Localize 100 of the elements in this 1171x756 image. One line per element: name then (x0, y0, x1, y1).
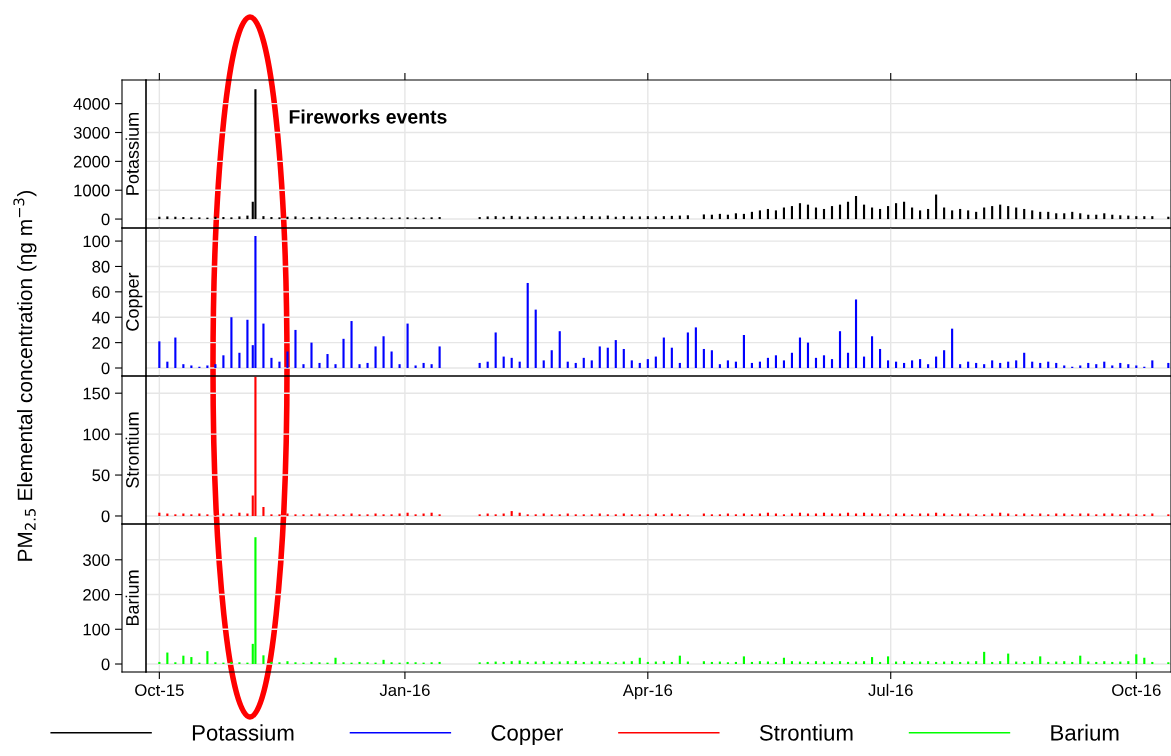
bar (1039, 656, 1042, 665)
bar (262, 506, 265, 516)
bar (734, 661, 737, 665)
bar (270, 217, 273, 220)
bar (1039, 211, 1042, 220)
bar (166, 652, 169, 665)
bar (806, 342, 810, 368)
bar (790, 206, 794, 220)
bar (686, 332, 689, 368)
bar (1079, 365, 1082, 368)
bar (1063, 213, 1066, 220)
bar (718, 213, 721, 220)
bar (878, 348, 882, 368)
bar (326, 354, 329, 368)
bar (1039, 362, 1042, 368)
bar (742, 335, 745, 368)
bar (382, 659, 385, 665)
bar (967, 210, 970, 220)
bar (654, 216, 657, 220)
y-tick-label: 1000 (74, 184, 110, 197)
bar (238, 352, 241, 368)
bar (790, 661, 794, 665)
bar (342, 338, 345, 368)
bar (1047, 661, 1050, 665)
bar (286, 661, 289, 665)
bar (662, 337, 665, 368)
bar (959, 208, 962, 220)
bar (486, 661, 489, 665)
bar (830, 206, 834, 220)
x-tick-label: Jan-16 (379, 684, 430, 697)
bar (750, 362, 753, 368)
bar (903, 362, 906, 368)
bar (991, 206, 994, 220)
bar (1111, 365, 1114, 368)
bar (1135, 365, 1138, 368)
bar (334, 364, 337, 368)
bar (1135, 216, 1138, 220)
y-tick-label: 100 (83, 623, 110, 636)
bar (1007, 206, 1010, 220)
bar (310, 217, 313, 220)
bar (1007, 653, 1010, 665)
bar (1055, 213, 1058, 220)
bar (1031, 661, 1034, 665)
bar (790, 352, 794, 368)
bar (726, 360, 729, 368)
bar (438, 661, 441, 665)
bar (1127, 364, 1130, 368)
y-tick-label: 0 (101, 510, 110, 523)
bar (1071, 211, 1074, 220)
y-tick-label: 0 (101, 213, 110, 226)
bar (710, 661, 713, 665)
bar (334, 217, 337, 220)
bar (230, 317, 233, 368)
bar (318, 513, 321, 516)
bar (838, 204, 842, 220)
bar (606, 661, 609, 665)
bar (702, 348, 705, 368)
bar (534, 216, 537, 220)
bar (766, 357, 770, 368)
bar (350, 513, 353, 516)
bar (590, 360, 593, 368)
bar (510, 511, 513, 516)
bar (903, 201, 906, 220)
bar (574, 362, 577, 368)
bar (1143, 216, 1146, 220)
bar (782, 360, 786, 368)
bar (1111, 661, 1114, 665)
bar (526, 282, 529, 368)
bar (166, 216, 169, 220)
bar (975, 211, 978, 220)
bar (1071, 661, 1074, 665)
bar (350, 321, 353, 368)
bar (766, 208, 770, 220)
bar (1119, 362, 1122, 368)
bar (999, 661, 1002, 665)
bar (494, 216, 497, 220)
bar (478, 362, 481, 368)
y-tick-label: 2000 (73, 155, 110, 168)
bar (646, 661, 649, 665)
y-tick-label: 50 (92, 469, 110, 482)
bar (1087, 362, 1090, 368)
bar (750, 211, 753, 220)
bar (358, 364, 361, 368)
bar (262, 323, 265, 368)
bar (895, 203, 898, 220)
bar (662, 216, 665, 220)
bar (182, 217, 185, 220)
bar (174, 337, 177, 368)
bar (406, 661, 409, 665)
bar (558, 331, 561, 368)
bar (1095, 364, 1098, 368)
text: Strontium (125, 412, 139, 488)
bar (414, 365, 417, 368)
bar (846, 352, 850, 368)
bar (1023, 208, 1026, 220)
bar (374, 513, 377, 516)
text: Copper (126, 272, 143, 331)
bar (310, 342, 313, 368)
bar (862, 661, 866, 665)
y-tick-label: 20 (92, 337, 110, 349)
